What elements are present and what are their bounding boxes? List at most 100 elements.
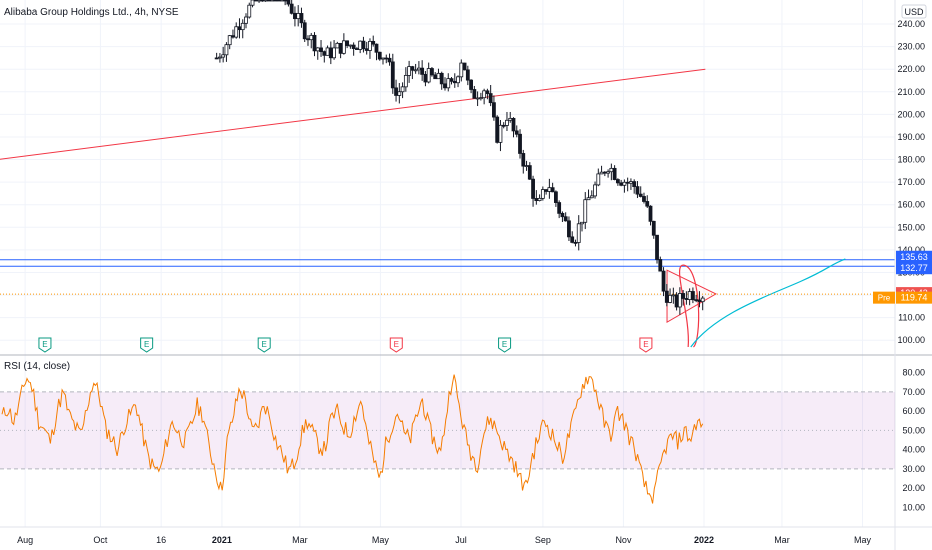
pre-market-label: Pre bbox=[878, 294, 891, 303]
symbol-title[interactable]: Alibaba Group Holdings Ltd., 4h, NYSE bbox=[4, 7, 179, 18]
candle-body bbox=[485, 90, 490, 94]
candle-body bbox=[521, 153, 526, 167]
earnings-label: E bbox=[643, 340, 648, 349]
candle-body bbox=[472, 89, 477, 99]
time-axis[interactable]: Aug Oct 16 2021 Mar May Jul Sep Nov 2022 Mar May bbox=[17, 535, 871, 545]
earnings-marker-negative[interactable]: E bbox=[639, 337, 653, 353]
candle-body bbox=[335, 42, 340, 49]
candle-body bbox=[540, 189, 545, 199]
price-tick-label: 190.00 bbox=[897, 132, 925, 142]
rsi-axis[interactable]: 80.00 70.00 60.00 50.00 40.00 30.00 20.00 10.00 bbox=[902, 368, 925, 513]
projection-curve[interactable] bbox=[690, 258, 846, 348]
earnings-badge bbox=[257, 337, 271, 353]
earnings-marker-positive[interactable]: E bbox=[257, 337, 271, 353]
earnings-badge bbox=[389, 337, 403, 353]
candle-body bbox=[364, 48, 369, 51]
earnings-marker-positive[interactable]: E bbox=[140, 337, 154, 353]
candle-body bbox=[681, 293, 686, 299]
earnings-marker-positive[interactable]: E bbox=[498, 337, 512, 353]
candle-body bbox=[322, 51, 327, 56]
rsi-tick-label: 10.00 bbox=[902, 502, 925, 512]
candle-body bbox=[289, 3, 294, 14]
candle-body bbox=[266, 0, 271, 2]
candle-body bbox=[642, 196, 646, 202]
candle-body bbox=[655, 234, 659, 260]
candle-body bbox=[306, 38, 310, 41]
candle-body bbox=[394, 87, 398, 96]
earnings-marker-negative[interactable]: E bbox=[389, 337, 403, 353]
earnings-marker-positive[interactable]: E bbox=[38, 337, 52, 353]
candle-body bbox=[602, 171, 607, 174]
candle-body bbox=[671, 294, 676, 297]
candle-body bbox=[341, 40, 346, 54]
candle-body bbox=[390, 61, 395, 89]
candle-body bbox=[677, 293, 682, 308]
candle-body bbox=[593, 184, 597, 197]
candle-body bbox=[619, 182, 624, 186]
candle-body bbox=[488, 93, 493, 104]
candle-body bbox=[557, 202, 562, 214]
candle-body bbox=[377, 51, 382, 60]
candle-body bbox=[328, 47, 333, 59]
rsi-tick-label: 20.00 bbox=[902, 483, 925, 493]
rsi-tick-label: 50.00 bbox=[902, 425, 925, 435]
candle-body bbox=[439, 72, 444, 85]
price-tag-pre-market: 119.74 Pre bbox=[873, 291, 932, 304]
candle-body bbox=[214, 57, 219, 60]
candle-body bbox=[589, 195, 594, 199]
candle-body bbox=[263, 0, 268, 2]
candle-body bbox=[273, 0, 278, 2]
rsi-title[interactable]: RSI (14, close) bbox=[4, 361, 70, 372]
trendline[interactable] bbox=[0, 68, 706, 160]
candle-body bbox=[423, 73, 428, 83]
candle-body bbox=[374, 43, 379, 53]
candle-body bbox=[446, 78, 451, 89]
candle-body bbox=[664, 290, 669, 303]
rsi-pane bbox=[0, 374, 895, 504]
earnings-label: E bbox=[394, 340, 399, 349]
candle-body bbox=[684, 298, 689, 300]
candle-body bbox=[567, 220, 571, 238]
candle-body bbox=[465, 69, 470, 81]
candle-body bbox=[400, 86, 405, 93]
rsi-tick-label: 30.00 bbox=[902, 464, 925, 474]
candle-body bbox=[694, 299, 699, 302]
earnings-badge bbox=[498, 337, 512, 353]
candle-body bbox=[469, 79, 473, 90]
candle-body bbox=[410, 66, 415, 71]
candle-body bbox=[596, 173, 601, 186]
loop-annotation[interactable] bbox=[678, 264, 700, 348]
candle-body bbox=[293, 12, 297, 20]
candle-body bbox=[286, 0, 291, 5]
candle-body bbox=[668, 294, 672, 303]
candle-body bbox=[651, 220, 656, 236]
time-tick-label: Oct bbox=[93, 535, 108, 545]
price-tag-lower-level: 132.77 bbox=[896, 262, 932, 275]
candle-body bbox=[648, 205, 653, 222]
candle-body bbox=[387, 57, 392, 63]
currency-button[interactable] bbox=[901, 4, 927, 19]
candle-body bbox=[430, 68, 434, 76]
earnings-label: E bbox=[42, 340, 47, 349]
candle-body bbox=[381, 57, 385, 60]
drawing-layer[interactable] bbox=[0, 68, 895, 348]
price-tick-label: 220.00 bbox=[897, 64, 925, 74]
candle-body bbox=[345, 40, 350, 46]
candle-body bbox=[612, 167, 617, 180]
candle-body bbox=[299, 13, 304, 24]
earnings-badge bbox=[639, 337, 653, 353]
candle-body bbox=[625, 181, 630, 184]
candle-body bbox=[615, 179, 620, 184]
candle-body bbox=[492, 102, 496, 118]
candle-body bbox=[554, 191, 558, 203]
candle-body bbox=[355, 48, 359, 50]
rsi-line bbox=[1, 374, 704, 504]
price-tick-label: 160.00 bbox=[897, 200, 925, 210]
candle-body bbox=[674, 294, 679, 308]
candle-body bbox=[687, 291, 692, 300]
price-tick-label: 180.00 bbox=[897, 155, 925, 165]
candle-body bbox=[218, 56, 222, 59]
